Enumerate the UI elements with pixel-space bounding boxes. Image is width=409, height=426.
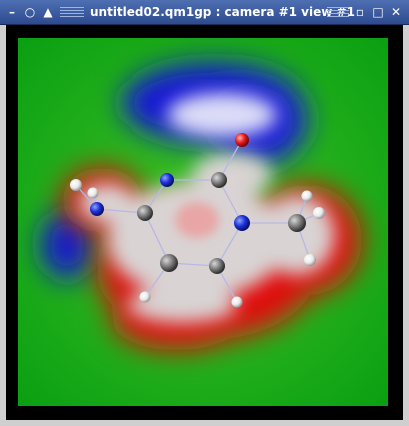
negative-potential-core (167, 93, 277, 137)
carbon-atom[interactable] (160, 254, 178, 272)
title-grip-left (60, 7, 84, 17)
nitrogen-atom[interactable] (160, 173, 174, 187)
bond (218, 179, 243, 224)
hydrogen-atom[interactable] (304, 254, 316, 266)
shade-icon[interactable]: ○ (24, 5, 36, 19)
iconify-icon[interactable]: ▫ (355, 5, 365, 19)
hydrogen-atom[interactable] (139, 291, 151, 303)
window-title: untitled02.qm1gp : camera #1 view #1 (90, 5, 355, 19)
bond (144, 212, 170, 264)
title-grip-right (327, 7, 349, 17)
molecule-render[interactable] (7, 25, 403, 420)
stick-icon[interactable]: ▲ (43, 5, 53, 19)
carbon-atom[interactable] (211, 172, 227, 188)
oxygen-atom[interactable] (235, 133, 249, 147)
neutral-potential-region (79, 153, 335, 323)
hydrogen-atom[interactable] (87, 187, 99, 199)
window-border-right[interactable] (403, 25, 409, 426)
hydrogen-atom[interactable] (313, 207, 325, 219)
molecule-viewport[interactable] (7, 25, 403, 420)
window-border-bottom[interactable] (0, 420, 409, 426)
carbon-atom[interactable] (209, 258, 225, 274)
carbon-atom[interactable] (288, 214, 306, 232)
nitrogen-atom[interactable] (234, 215, 250, 231)
bond (96, 208, 146, 214)
hydrogen-atom[interactable] (231, 296, 243, 308)
hydrogen-atom[interactable] (301, 190, 313, 202)
close-icon[interactable]: ✕ (390, 5, 402, 19)
ring-center-highlight (175, 202, 219, 238)
window-menu-icon[interactable]: – (9, 5, 15, 19)
carbon-atom[interactable] (137, 205, 153, 221)
hydrogen-atom[interactable] (70, 179, 82, 191)
maximize-icon[interactable]: □ (372, 5, 384, 19)
nitrogen-atom[interactable] (90, 202, 104, 216)
title-bar[interactable]: – ○ ▲ untitled02.qm1gp : camera #1 view … (0, 0, 409, 25)
atoms (70, 133, 325, 308)
window-border-left[interactable] (0, 25, 6, 426)
bond (216, 222, 243, 267)
